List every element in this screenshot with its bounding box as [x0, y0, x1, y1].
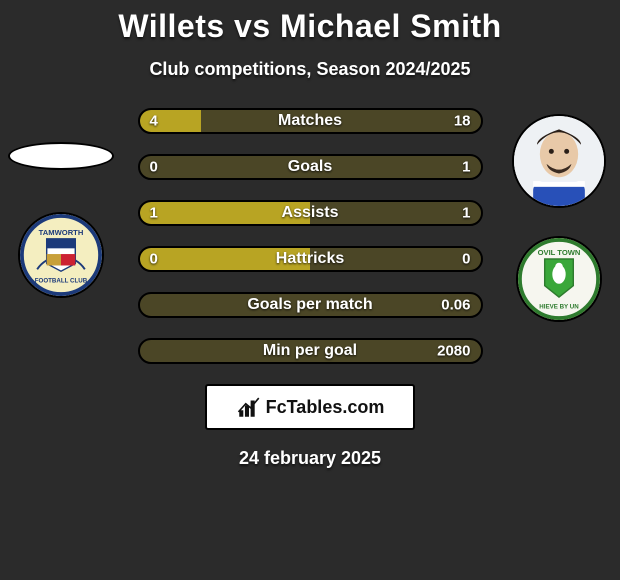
stat-value-p2: 2080 — [437, 343, 470, 360]
subtitle: Club competitions, Season 2024/2025 — [0, 59, 620, 80]
vs-label: vs — [234, 8, 271, 44]
stat-bar: 0 1 Goals — [138, 154, 483, 180]
player2-photo — [512, 114, 606, 208]
branding-text: FcTables.com — [266, 397, 385, 418]
stat-value-p2: 1 — [462, 205, 470, 222]
stat-value-p1: 0 — [150, 251, 158, 268]
stat-label: Goals — [288, 158, 332, 176]
player1-column: TAMWORTH FOOTBALL CLUB — [6, 108, 116, 298]
branding-box: FcTables.com — [205, 384, 415, 430]
stat-value-p1: 4 — [150, 113, 158, 130]
date-text: 24 february 2025 — [0, 448, 620, 469]
main-area: TAMWORTH FOOTBALL CLUB — [0, 108, 620, 364]
yeovil-crest-icon: OVIL TOWN HIEVE BY UN — [518, 238, 600, 320]
stat-label: Min per goal — [263, 342, 357, 360]
svg-text:FOOTBALL CLUB: FOOTBALL CLUB — [35, 278, 88, 285]
stat-value-p2: 18 — [454, 113, 471, 130]
stat-bar: 4 18 Matches — [138, 108, 483, 134]
stat-bars: 4 18 Matches 0 1 Goals 1 1 Assists 0 0 Hattricks 0.0… — [138, 108, 483, 364]
player1-club-crest: TAMWORTH FOOTBALL CLUB — [18, 212, 104, 298]
stat-value-p2: 0.06 — [441, 297, 470, 314]
stat-bar: 0.06 Goals per match — [138, 292, 483, 318]
stat-label: Goals per match — [247, 296, 372, 314]
player1-name: Willets — [118, 8, 224, 44]
stat-value-p2: 0 — [462, 251, 470, 268]
stat-bar: 2080 Min per goal — [138, 338, 483, 364]
player2-name: Michael Smith — [280, 8, 502, 44]
player2-portrait-icon — [514, 116, 604, 206]
stat-value-p2: 1 — [462, 159, 470, 176]
stat-label: Hattricks — [276, 250, 344, 268]
svg-text:HIEVE BY UN: HIEVE BY UN — [539, 304, 579, 311]
player1-photo — [8, 142, 114, 170]
stat-bar: 1 1 Assists — [138, 200, 483, 226]
player2-column: OVIL TOWN HIEVE BY UN — [504, 108, 614, 322]
headline: Willets vs Michael Smith — [0, 0, 620, 45]
player2-club-crest: OVIL TOWN HIEVE BY UN — [516, 236, 602, 322]
stat-value-p1: 1 — [150, 205, 158, 222]
fctables-logo-icon — [236, 394, 262, 420]
stat-label: Matches — [278, 112, 342, 130]
stat-value-p1: 0 — [150, 159, 158, 176]
svg-text:TAMWORTH: TAMWORTH — [39, 228, 84, 237]
comparison-infographic: Willets vs Michael Smith Club competitio… — [0, 0, 620, 580]
tamworth-crest-icon: TAMWORTH FOOTBALL CLUB — [20, 214, 102, 296]
stat-bar: 0 0 Hattricks — [138, 246, 483, 272]
stat-label: Assists — [282, 204, 339, 222]
svg-text:OVIL TOWN: OVIL TOWN — [538, 248, 581, 257]
